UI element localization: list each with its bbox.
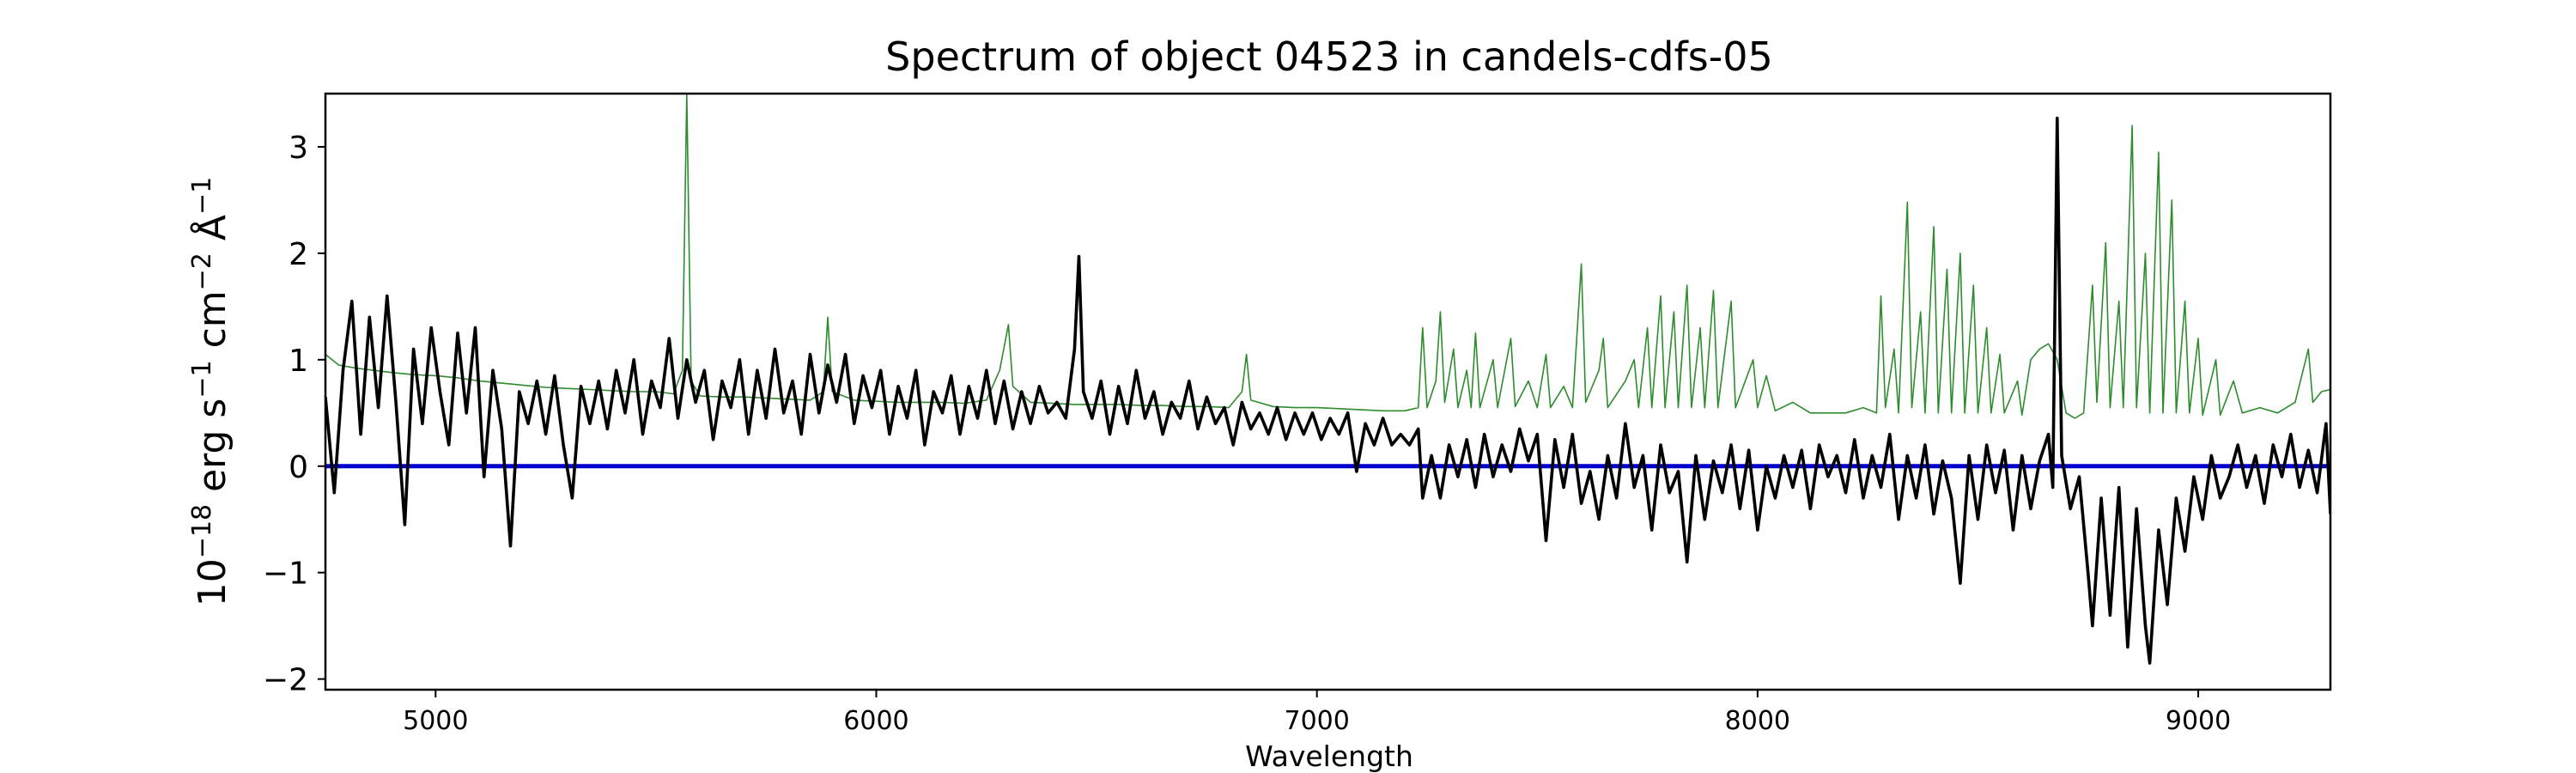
x-tick-label: 8000 [1725,706,1790,736]
x-tick-label: 7000 [1284,706,1349,736]
y-axis-label-unit1: erg s [191,399,234,504]
y-tick-label: −1 [263,557,308,592]
x-axis-label: Wavelength [1245,740,1413,773]
plot-area [325,94,2330,665]
x-axis: 5000 6000 7000 8000 9000 [403,690,2231,736]
x-tick-label: 6000 [843,706,908,736]
y-axis-label-base: 10 [191,558,234,606]
y-tick-label: 3 [289,131,308,166]
chart-title: Spectrum of object 04523 in candels-cdfs… [885,33,1773,80]
y-axis-label-exp2: −1 [187,360,217,398]
y-tick-label: 1 [289,344,308,379]
y-tick-label: 2 [289,237,308,272]
y-axis-label-exp4: −1 [187,177,217,215]
y-axis-label-unit3: Å [189,215,234,253]
series-model-line [325,94,2330,419]
y-axis-label: 10−18 erg s−1 cm−2 Å−1 [187,177,234,606]
x-tick-label: 9000 [2166,706,2231,736]
y-axis: −2 −1 0 1 2 3 [263,131,325,698]
y-tick-label: −2 [263,663,308,698]
x-tick-label: 5000 [403,706,468,736]
y-axis-label-unit2: cm [191,290,234,360]
series-observed-line [325,116,2330,665]
y-tick-label: 0 [289,450,308,485]
y-axis-label-exp1: −18 [187,504,217,558]
plot-frame [324,92,2332,691]
y-axis-label-exp3: −2 [187,253,217,290]
